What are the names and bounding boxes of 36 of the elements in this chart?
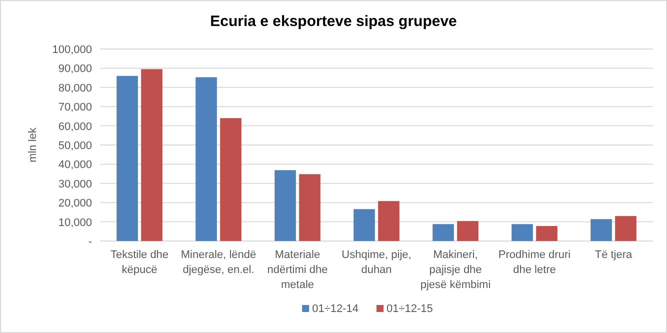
y-tick-label: 30,000 (58, 178, 92, 190)
y-tick-label: - (88, 236, 92, 248)
x-tick-label: Të tjera (594, 249, 634, 261)
x-tick-label: Tekstile dhe këpucë (110, 249, 169, 276)
bar (354, 209, 375, 241)
bar (590, 219, 612, 241)
bar (457, 221, 478, 241)
x-tick-label: Makineri, pajisje dhe pjesë këmbimi (420, 249, 491, 291)
x-tick-label: Prodhime druri dhe letre (498, 249, 571, 276)
y-tick-label: 10,000 (58, 216, 92, 229)
bar (274, 170, 296, 241)
y-axis-title: mln lek (27, 127, 39, 162)
bar (536, 226, 558, 241)
bar (116, 76, 138, 241)
bar (299, 174, 320, 241)
bar (615, 216, 636, 241)
y-tick-label: 20,000 (58, 198, 92, 210)
bar (432, 224, 454, 241)
y-tick-label: 40,000 (58, 159, 92, 172)
y-tick-label: 100,000 (52, 44, 92, 56)
x-tick-label: Materiale ndërtimi dhe metale (267, 249, 328, 291)
legend-label: 01÷12-15 (386, 303, 433, 315)
y-tick-label: 60,000 (58, 120, 92, 133)
y-tick-label: 50,000 (58, 140, 92, 152)
legend-label: 01÷12-14 (312, 303, 358, 315)
chart-title: Ecuria e eksporteve sipas grupeve (210, 13, 457, 30)
bar (196, 77, 217, 241)
x-tick-label: Minerale, lëndë djegëse, en.el. (180, 249, 256, 276)
bar (220, 118, 242, 241)
y-tick-label: 80,000 (58, 82, 92, 94)
bar (378, 201, 400, 241)
y-tick-label: 90,000 (58, 63, 92, 76)
x-tick-label: Ushqime, pije, duhan (342, 249, 412, 276)
bar (512, 224, 533, 241)
y-tick-label: 70,000 (58, 102, 92, 114)
bar (141, 69, 162, 241)
